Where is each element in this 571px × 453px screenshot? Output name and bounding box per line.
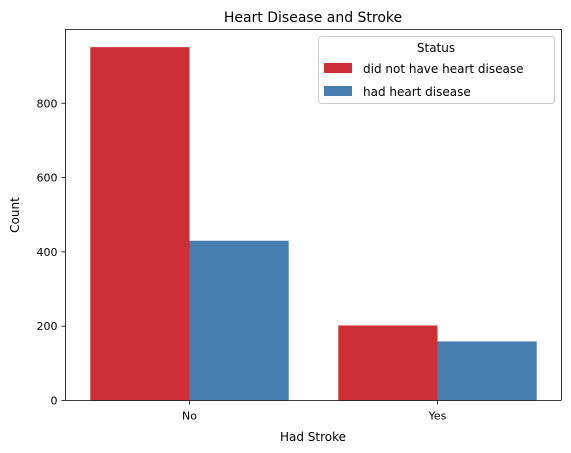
y-tick-label: 0	[51, 395, 58, 408]
y-tick-label: 600	[37, 172, 58, 185]
legend-swatch-had-heart-disease	[324, 86, 352, 96]
bars-layer	[90, 47, 537, 401]
x-tick-label-no: No	[182, 410, 197, 423]
y-tick-label: 400	[37, 246, 58, 259]
y-tick-label: 800	[37, 97, 58, 110]
legend-title: Status	[417, 41, 455, 55]
x-axis-label: Had Stroke	[280, 430, 346, 444]
bar-yes-had-heart-disease	[437, 341, 537, 401]
legend-swatch-did-not-have-heart-disease	[324, 63, 352, 73]
legend-label-did-not-have-heart-disease: did not have heart disease	[363, 62, 523, 76]
bar-no-did-not-have-heart-disease	[90, 47, 190, 401]
legend-label-had-heart-disease: had heart disease	[363, 85, 471, 99]
x-ticks: No Yes	[182, 400, 447, 423]
bar-no-had-heart-disease	[189, 240, 289, 401]
x-tick-label-yes: Yes	[428, 410, 447, 423]
y-ticks: 0 200 400 600 800	[37, 97, 66, 408]
y-tick-label: 200	[37, 320, 58, 333]
legend: Status did not have heart disease had he…	[318, 36, 555, 104]
y-axis-label: Count	[8, 197, 22, 233]
bar-yes-did-not-have-heart-disease	[338, 325, 438, 401]
legend-frame	[318, 36, 555, 104]
chart-title: Heart Disease and Stroke	[224, 10, 402, 26]
